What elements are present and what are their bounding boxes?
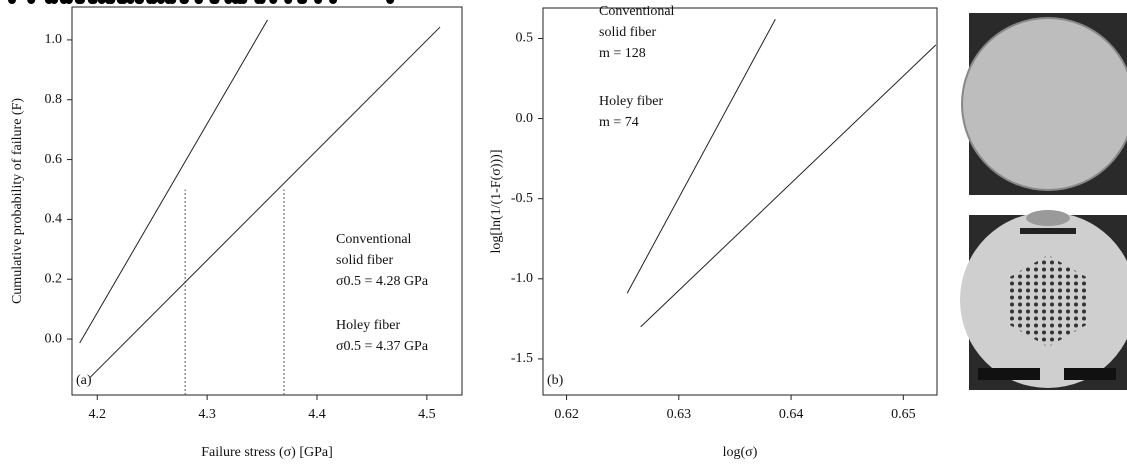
circle-point xyxy=(231,0,240,4)
legend-annotation: σ0.5 = 4.37 GPa xyxy=(336,339,429,354)
fit-line xyxy=(626,18,776,294)
circle-point xyxy=(156,0,165,4)
x-tick-label: 0.63 xyxy=(667,407,692,422)
panel-label: (a) xyxy=(76,373,92,388)
legend-annotation: m = 74 xyxy=(599,115,639,130)
circle-point xyxy=(126,0,135,4)
circle-point xyxy=(77,0,86,4)
y-tick-label: 0.0 xyxy=(45,331,63,346)
legend-label: Holey fiber xyxy=(599,94,664,109)
fit-line xyxy=(640,44,937,328)
y-tick-label: 1.0 xyxy=(45,32,63,47)
circle-point xyxy=(50,0,59,4)
x-tick-label: 4.4 xyxy=(308,407,326,422)
y-tick-label: -0.5 xyxy=(511,191,533,206)
circle-point xyxy=(180,0,189,4)
y-tick-label: 0.5 xyxy=(516,31,534,46)
x-tick-label: 4.2 xyxy=(89,407,107,422)
y-tick-label: 0.0 xyxy=(516,111,534,126)
x-tick-label: 0.64 xyxy=(779,407,804,422)
circle-point xyxy=(195,0,204,4)
legend-label: Holey fiber xyxy=(336,318,401,333)
x-axis-label: log(σ) xyxy=(723,445,758,460)
y-tick-label: 0.2 xyxy=(45,271,63,286)
y-tick-label: 0.8 xyxy=(45,92,63,107)
x-tick-label: 0.62 xyxy=(554,407,579,422)
circle-point xyxy=(136,0,145,4)
circle-point xyxy=(297,0,306,4)
circle-point xyxy=(27,0,36,4)
fit-line xyxy=(89,26,441,379)
x-tick-label: 4.5 xyxy=(418,407,436,422)
circle-point xyxy=(107,0,116,4)
plot-frame xyxy=(542,7,938,396)
circle-point xyxy=(97,0,106,4)
micrograph-holey xyxy=(960,210,1127,390)
legend-annotation: m = 128 xyxy=(599,46,646,61)
circle-point xyxy=(87,0,96,4)
circle-point xyxy=(146,0,155,4)
panel-label: (b) xyxy=(547,373,564,388)
circle-point xyxy=(314,0,323,4)
circle-point xyxy=(329,0,338,4)
y-axis-label: log[ln(1/(1-F(σ)))] xyxy=(489,150,504,254)
x-tick-label: 0.65 xyxy=(891,407,916,422)
circle-point xyxy=(284,0,293,4)
circle-point xyxy=(168,0,177,4)
y-tick-label: 0.6 xyxy=(45,152,63,167)
legend-label: Conventional solid fiber xyxy=(599,4,675,40)
fit-line xyxy=(79,19,268,344)
x-axis-label: Failure stress (σ) [GPa] xyxy=(201,445,333,460)
circle-point xyxy=(116,0,125,4)
x-tick-label: 4.3 xyxy=(198,407,216,422)
y-tick-label: -1.5 xyxy=(511,351,533,366)
circle-point xyxy=(211,0,220,4)
plot-frame xyxy=(71,6,463,396)
legend-label: Conventional solid fiber xyxy=(336,232,412,268)
legend-annotation: σ0.5 = 4.28 GPa xyxy=(336,274,429,289)
circle-point xyxy=(224,0,233,4)
circle-point xyxy=(257,0,266,4)
circle-point xyxy=(269,0,278,4)
micrograph-solid xyxy=(961,13,1127,195)
circle-point xyxy=(64,0,73,4)
legend-marker xyxy=(8,0,16,4)
y-tick-label: 0.4 xyxy=(45,212,63,227)
y-tick-label: -1.0 xyxy=(511,271,533,286)
y-axis-label: Cumulative probability of failure (F) xyxy=(10,98,25,304)
circle-point xyxy=(386,0,395,4)
